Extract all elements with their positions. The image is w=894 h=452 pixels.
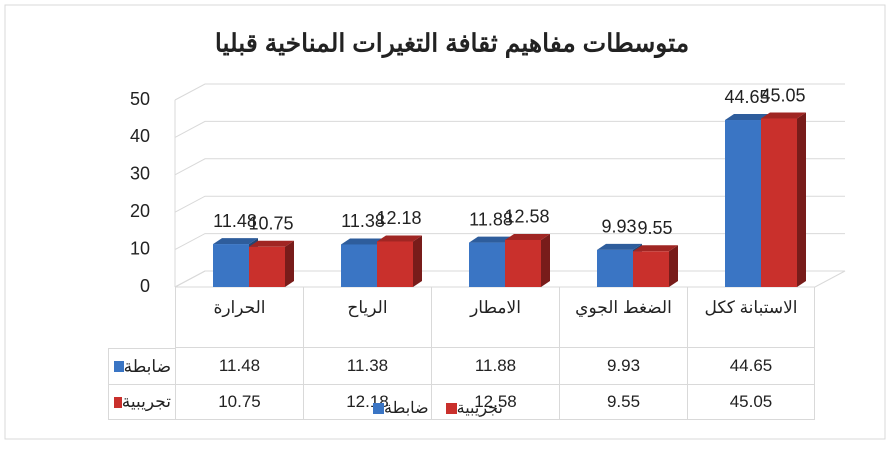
table-cell-text: 10.75	[218, 392, 261, 412]
table-cell: 11.48	[175, 348, 303, 385]
x-tick-label-text: الاستبانة ككل	[704, 298, 798, 317]
table-cell: 12.58	[431, 385, 559, 420]
table-cell: 11.88	[431, 348, 559, 385]
grid-line	[174, 195, 845, 213]
row-header-text: تجريبية	[121, 392, 171, 412]
bar-top	[761, 112, 806, 119]
x-tick-label: الامطار	[431, 287, 559, 348]
bar	[597, 249, 633, 287]
data-label: 11.88	[469, 209, 513, 229]
y-tick-label: 0	[140, 276, 150, 296]
bar-top	[469, 236, 514, 243]
table-cell-text: 9.93	[606, 356, 641, 376]
bar-side	[797, 112, 806, 287]
x-tick-label: الحرارة	[175, 287, 303, 348]
data-label: 10.75	[248, 214, 293, 234]
x-tick-label-text: الحرارة	[213, 298, 266, 317]
table-row-header: تجريبية	[108, 385, 175, 420]
grid-line	[174, 158, 845, 176]
table-cell-text: 12.58	[474, 392, 517, 412]
data-label: 9.55	[637, 218, 672, 238]
bar-top	[597, 243, 642, 250]
table-cell: 44.65	[687, 348, 815, 385]
grid-line	[174, 120, 845, 138]
table-cell: 11.38	[303, 348, 431, 385]
bar	[469, 242, 505, 287]
bar-top	[249, 240, 294, 247]
legend-key	[114, 396, 122, 408]
y-tick-label: 30	[130, 164, 150, 184]
table-cell-text: 11.48	[218, 356, 261, 376]
table-cell-text: 45.05	[729, 392, 773, 412]
legend-item: تجريبية	[443, 398, 503, 418]
grid-line	[174, 233, 845, 251]
bar-top	[725, 114, 770, 121]
table-cell: 10.75	[175, 385, 303, 420]
bar	[377, 241, 413, 287]
x-tick-label-text: الرياح	[347, 298, 388, 317]
bar-top	[633, 245, 678, 252]
x-tick-label: الاستبانة ككل	[687, 287, 815, 348]
legend-key	[445, 402, 457, 414]
table-cell: 9.55	[559, 385, 687, 420]
legend-key	[114, 361, 124, 372]
row-header-text: ضابطة	[123, 356, 171, 376]
data-label: 45.05	[760, 85, 805, 105]
legend-label: تجريبية	[456, 400, 503, 417]
legend-item: ضابطة	[370, 398, 429, 418]
table-cell: 9.93	[559, 348, 687, 385]
legend: ضابطة تجريبية	[370, 398, 503, 418]
chart-title: متوسطات مفاهيم ثقافة التغيرات المناخية ق…	[215, 30, 689, 59]
x-tick-label: الضغط الجوي	[559, 287, 687, 348]
table-cell-text: 11.88	[474, 356, 517, 376]
data-label: 9.93	[601, 217, 636, 237]
data-label: 44.65	[724, 87, 769, 107]
table-cell-text: 44.65	[729, 356, 773, 376]
bar-top	[505, 233, 550, 240]
x-tick-label: الرياح	[303, 287, 431, 348]
data-label: 12.58	[504, 207, 549, 227]
data-label: 11.48	[213, 211, 257, 231]
x-tick-label-text: الضغط الجوي	[575, 298, 672, 317]
table-row-header: ضابطة	[108, 348, 175, 385]
bar	[249, 246, 285, 287]
bar-side	[285, 240, 294, 287]
y-tick-label: 50	[130, 89, 150, 109]
table-cell-text: 9.55	[606, 392, 641, 412]
legend-key	[373, 402, 384, 414]
table-cell-text: 11.38	[346, 356, 389, 376]
x-tick-label-text: الامطار	[470, 298, 521, 317]
y-tick-label: 20	[130, 201, 150, 221]
y-tick-label: 40	[130, 126, 150, 146]
bar-side	[541, 233, 550, 287]
bar	[341, 244, 377, 287]
bar	[505, 239, 541, 287]
bar	[633, 251, 669, 287]
legend-label: ضابطة	[384, 400, 429, 417]
bar	[761, 118, 797, 287]
grid-line	[174, 83, 845, 101]
data-label: 11.38	[341, 211, 385, 231]
bar-top	[341, 238, 386, 245]
bar-top	[213, 238, 258, 245]
table-cell: 45.05	[687, 385, 815, 420]
bar-side	[413, 235, 422, 287]
bar-side	[669, 245, 678, 287]
bar-top	[377, 235, 422, 242]
bar	[213, 244, 249, 287]
data-label: 12.18	[376, 208, 421, 228]
y-tick-label: 10	[130, 238, 150, 258]
bar	[725, 120, 761, 287]
